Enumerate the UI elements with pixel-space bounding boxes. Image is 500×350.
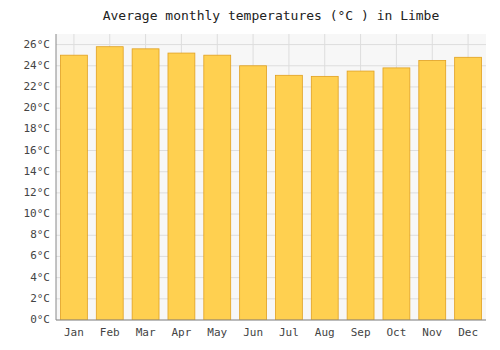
bar [204, 55, 231, 320]
y-grid-line [56, 320, 486, 321]
y-tick-label: 20°C [24, 101, 51, 114]
y-tick-label: 24°C [24, 59, 51, 72]
x-tick-label: Jul [279, 326, 299, 339]
chart: 0°C 2°C 4°C 6°C 8°C 10°C 12°C 14°C 16°C 18°C 20°C 2… [0, 0, 500, 350]
bar [240, 66, 267, 320]
x-axis-line [56, 320, 486, 321]
title: Average monthly temperatures (°C ) in Li… [103, 8, 440, 23]
y-tick-label: 26°C [24, 38, 51, 51]
bar [347, 71, 374, 320]
x-tick-label: Jun [243, 326, 263, 339]
y-tick-label: 10°C [24, 207, 51, 220]
bar [311, 76, 338, 320]
bar [455, 57, 482, 320]
y-tick-label: 16°C [24, 144, 51, 157]
bar [383, 68, 410, 320]
y-tick-label: 2°C [30, 292, 50, 305]
x-tick-label: Mar [136, 326, 156, 339]
y-tick-label: 6°C [30, 249, 50, 262]
x-tick-label: Oct [386, 326, 406, 339]
bar [419, 60, 446, 320]
y-tick-label: 12°C [24, 186, 51, 199]
bar [60, 55, 87, 320]
x-tick-label: Dec [458, 326, 478, 339]
y-axis-line [56, 34, 57, 320]
bar [275, 75, 302, 320]
bar [168, 53, 195, 320]
y-grid-line [56, 44, 486, 45]
x-tick-label: Aug [315, 326, 335, 339]
x-tick-label: Feb [100, 326, 120, 339]
x-tick-label: May [207, 326, 227, 339]
y-tick-label: 18°C [24, 122, 51, 135]
y-tick-label: 0°C [30, 313, 50, 326]
y-tick-label: 22°C [24, 80, 51, 93]
y-tick-label: 8°C [30, 228, 50, 241]
bars [60, 47, 481, 320]
plot-background [56, 34, 486, 320]
y-tick-label: 4°C [30, 271, 50, 284]
x-tick-label: Apr [171, 326, 191, 339]
y-tick-label: 14°C [24, 165, 51, 178]
bar [96, 47, 123, 320]
x-tick-label: Nov [422, 326, 442, 339]
grid [56, 34, 486, 320]
bar [132, 49, 159, 320]
x-tick-label: Sep [351, 326, 371, 339]
x-tick-label: Jan [64, 326, 84, 339]
